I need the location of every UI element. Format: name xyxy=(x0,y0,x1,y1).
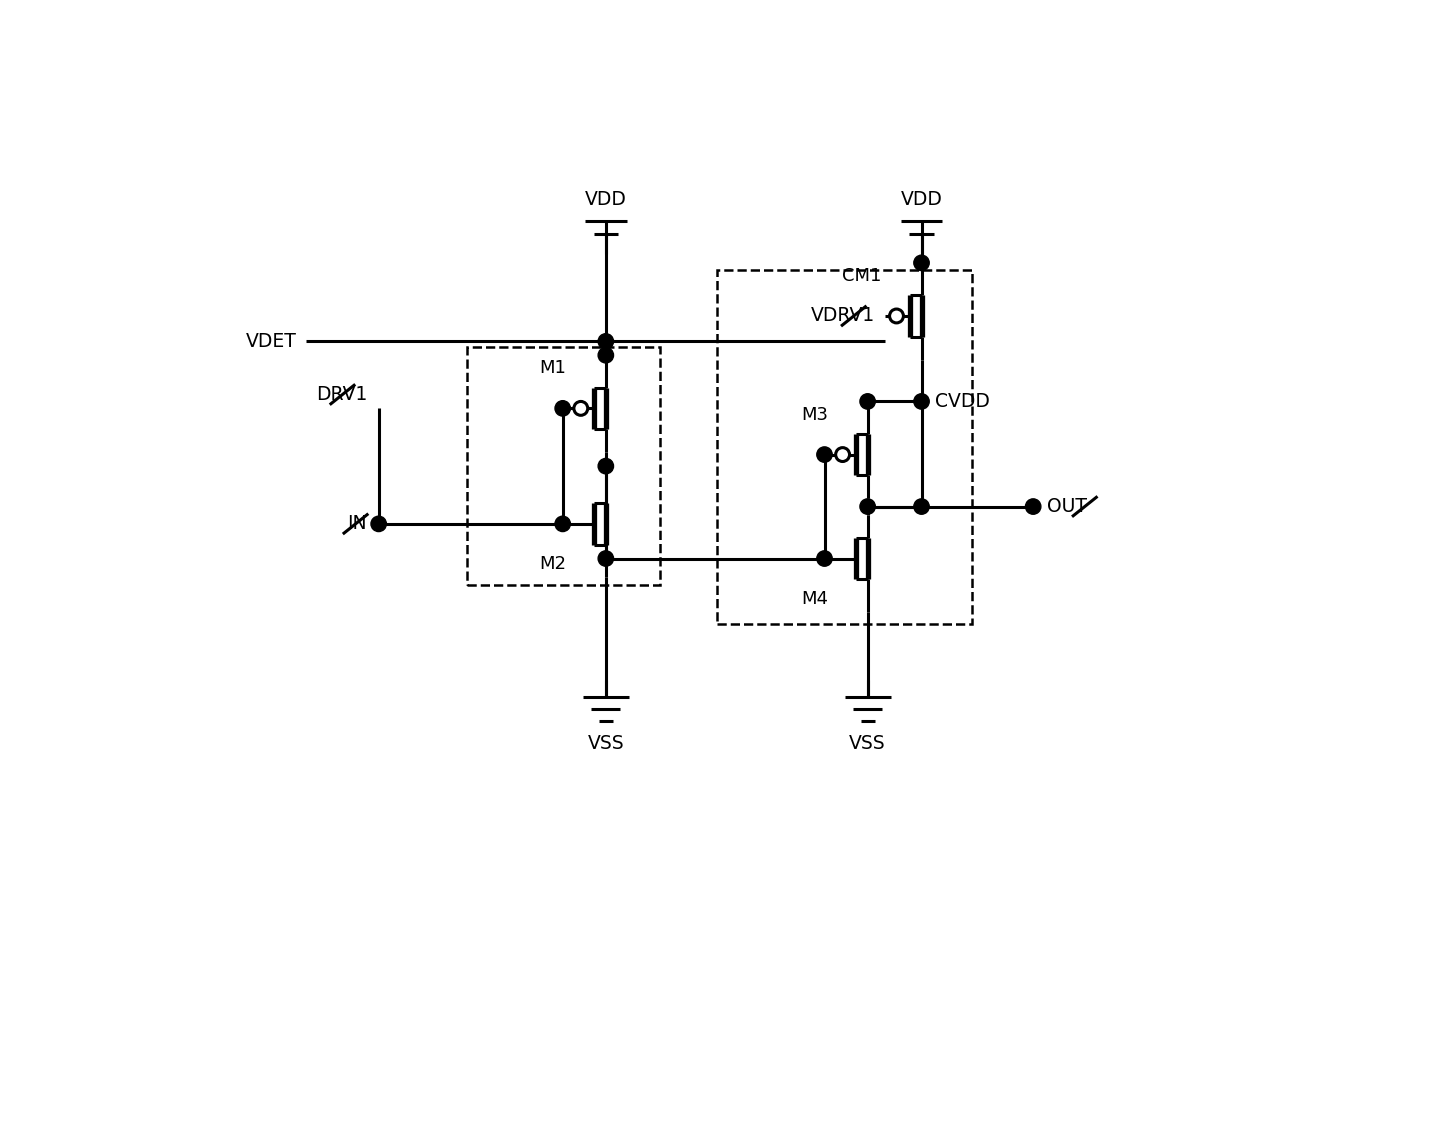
Text: VSS: VSS xyxy=(849,734,887,753)
Circle shape xyxy=(1025,498,1041,514)
Circle shape xyxy=(598,333,613,349)
Text: CM1: CM1 xyxy=(842,267,881,284)
Circle shape xyxy=(835,447,849,462)
Circle shape xyxy=(573,402,588,415)
Text: VDRV1: VDRV1 xyxy=(811,306,875,325)
Text: VDD: VDD xyxy=(585,190,626,209)
Circle shape xyxy=(914,255,930,271)
Text: VSS: VSS xyxy=(588,734,623,753)
Text: OUT: OUT xyxy=(1047,497,1087,516)
Circle shape xyxy=(817,447,832,462)
Text: VDET: VDET xyxy=(246,332,296,351)
Circle shape xyxy=(598,551,613,567)
Circle shape xyxy=(889,310,904,323)
Text: M2: M2 xyxy=(539,555,566,572)
Circle shape xyxy=(598,347,613,363)
Circle shape xyxy=(555,401,571,417)
Bar xyxy=(468,347,659,585)
Text: DRV1: DRV1 xyxy=(316,385,368,404)
Circle shape xyxy=(914,498,930,514)
Text: M1: M1 xyxy=(539,360,566,378)
Bar xyxy=(718,270,971,624)
Circle shape xyxy=(555,517,571,531)
Circle shape xyxy=(859,498,875,514)
Text: CVDD: CVDD xyxy=(935,391,990,411)
Circle shape xyxy=(370,517,386,531)
Text: VDD: VDD xyxy=(901,190,942,209)
Text: IN: IN xyxy=(347,514,368,534)
Text: M4: M4 xyxy=(801,589,828,608)
Circle shape xyxy=(598,459,613,473)
Text: M3: M3 xyxy=(801,405,828,423)
Circle shape xyxy=(859,394,875,410)
Circle shape xyxy=(817,551,832,567)
Circle shape xyxy=(914,394,930,410)
